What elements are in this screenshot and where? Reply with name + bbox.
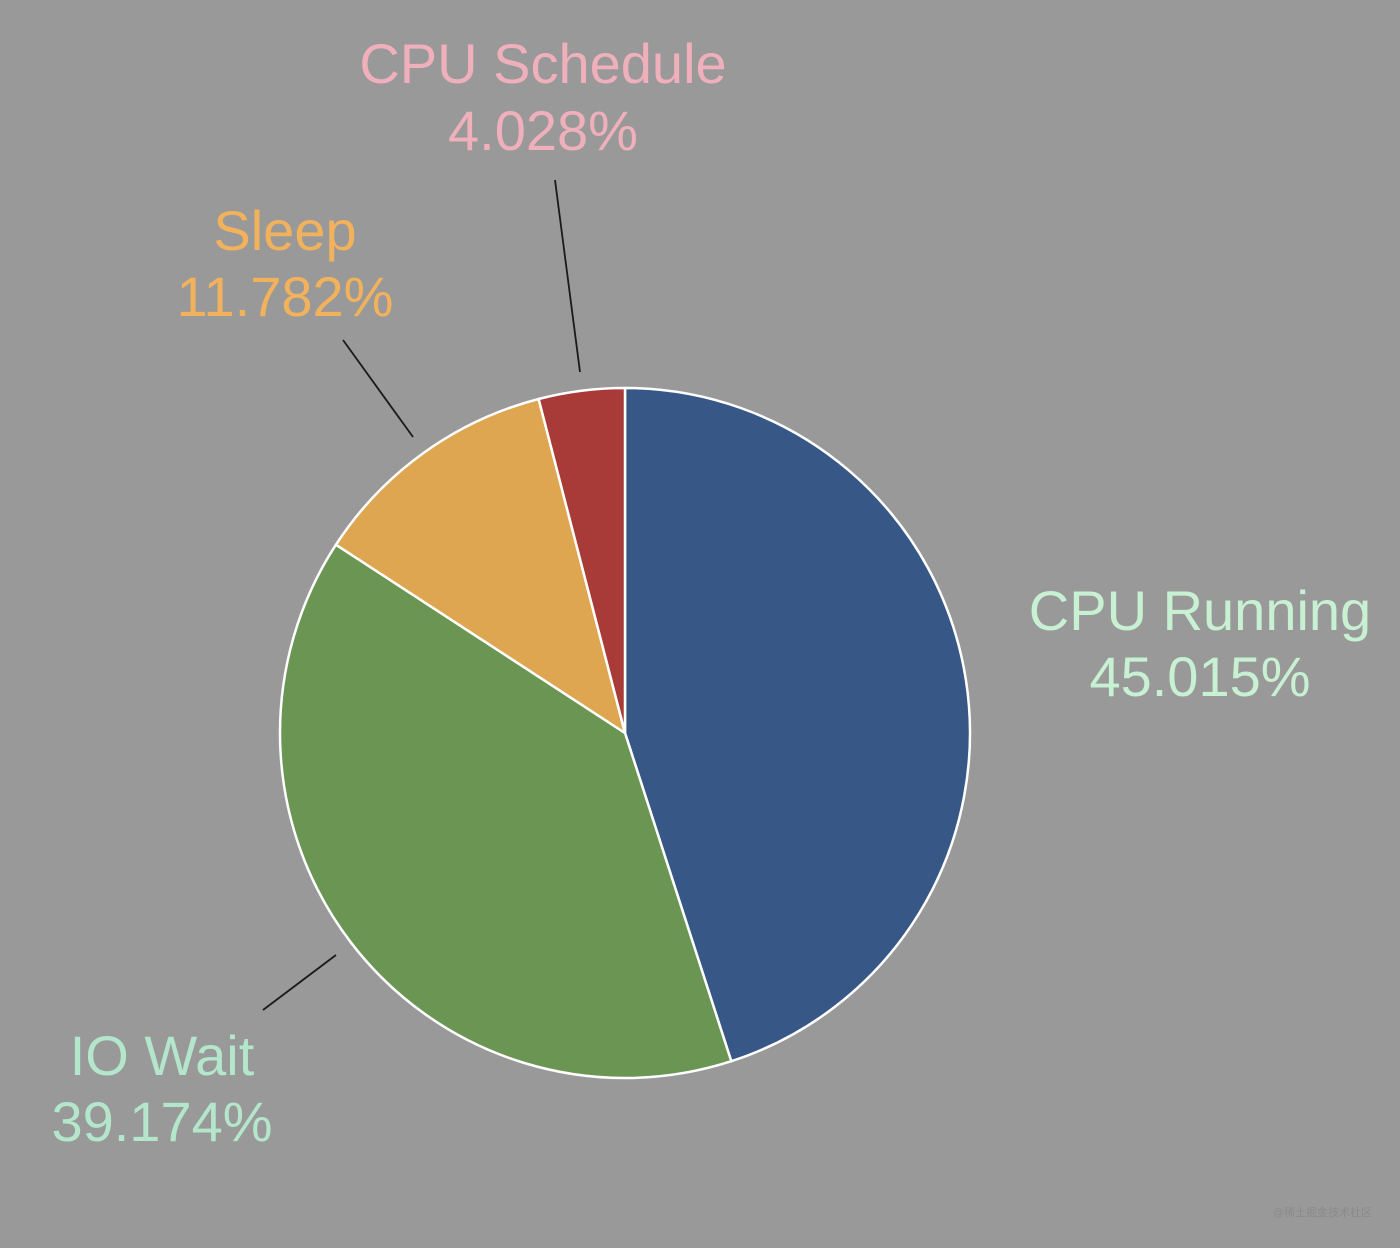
pie-slice-io-wait [278,543,733,1080]
slice-label: CPU Schedule [359,32,726,95]
leader-line [554,179,581,373]
pie-slice-cpu-schedule [537,386,627,735]
pie-slice-sleep [334,397,627,735]
slice-label: CPU Running [1029,579,1371,642]
watermark: @稀土掘金技术社区 [1273,1206,1372,1219]
leader-line [262,954,337,1011]
leader-line [342,339,414,438]
slice-value-label: 45.015% [1089,645,1310,708]
slice-value-label: 4.028% [448,99,638,162]
slice-value-label: 11.782% [177,265,394,328]
slice-label: IO Wait [70,1024,255,1087]
slice-label: Sleep [213,199,356,262]
slice-value-label: 39.174% [51,1090,272,1153]
pie-slice-cpu-running [623,386,972,1063]
